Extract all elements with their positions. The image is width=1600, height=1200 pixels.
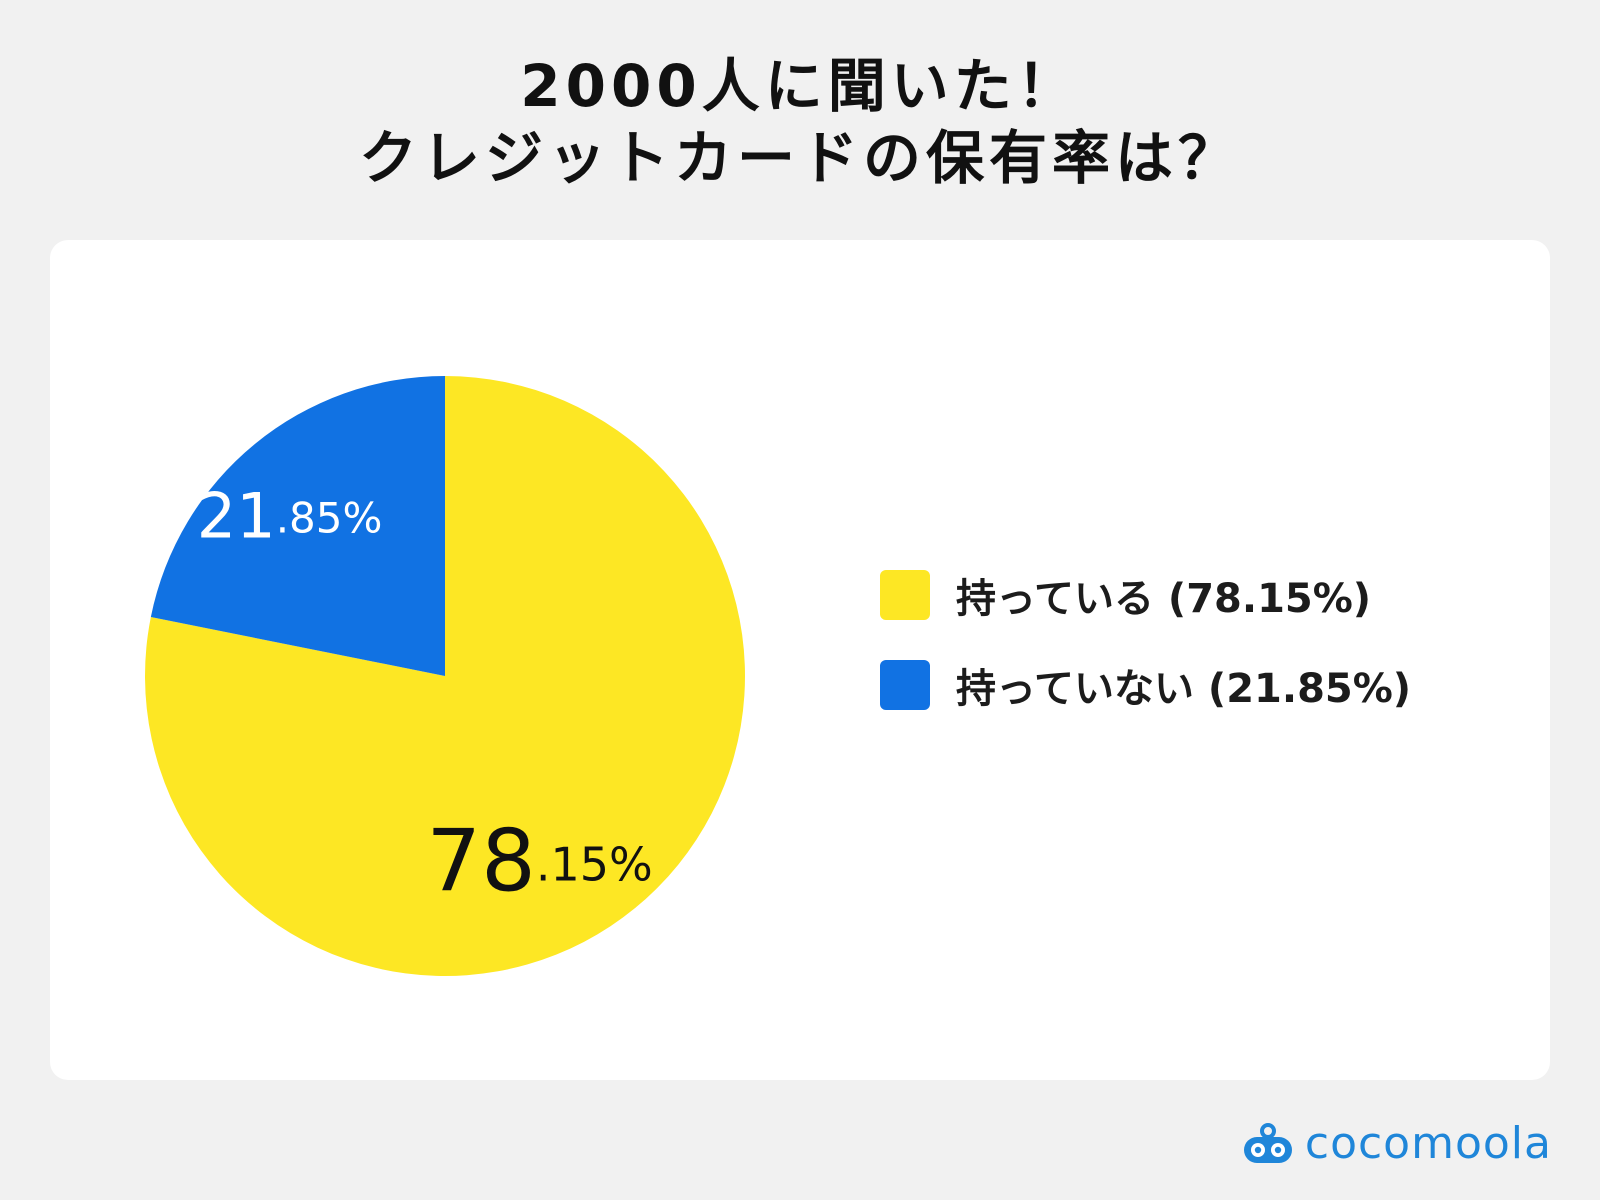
pie-slice-1 bbox=[150, 376, 445, 676]
legend-swatch-not-have bbox=[880, 660, 930, 710]
slice-label-0: 78.15% bbox=[426, 812, 652, 912]
legend-item-have: 持っている (78.15%) bbox=[880, 570, 1411, 622]
slice-label-frac-0: .15% bbox=[536, 837, 653, 891]
cocomoola-logo-icon bbox=[1243, 1122, 1292, 1163]
pie-chart: 78.15% 21.85% bbox=[145, 376, 746, 977]
legend-swatch-have bbox=[880, 570, 930, 620]
title-line-1: 2000人に聞いた！ bbox=[520, 52, 1080, 120]
slice-label-1: 21.85% bbox=[197, 480, 383, 553]
title-line-2: クレジットカードの保有率は？ bbox=[358, 124, 1241, 192]
slice-label-int-0: 78 bbox=[426, 812, 535, 912]
legend-label-have: 持っている (78.15%) bbox=[956, 576, 1372, 622]
brand-name: cocomoola bbox=[1304, 1118, 1552, 1169]
slice-label-int-1: 21 bbox=[197, 480, 276, 553]
slice-label-frac-1: .85% bbox=[276, 493, 383, 542]
legend: 持っている (78.15%) 持っていない (21.85%) bbox=[880, 570, 1411, 750]
legend-item-not-have: 持っていない (21.85%) bbox=[880, 660, 1411, 712]
brand-logo: cocomoola bbox=[1241, 1118, 1552, 1169]
chart-title: 2000人に聞いた！ クレジットカードの保有率は？ bbox=[0, 50, 1600, 194]
legend-label-not-have: 持っていない (21.85%) bbox=[956, 666, 1412, 712]
pie-slice-0 bbox=[145, 376, 746, 977]
chart-card: 78.15% 21.85% 持っている (78.15%) 持っていない (21.8… bbox=[50, 240, 1550, 1080]
